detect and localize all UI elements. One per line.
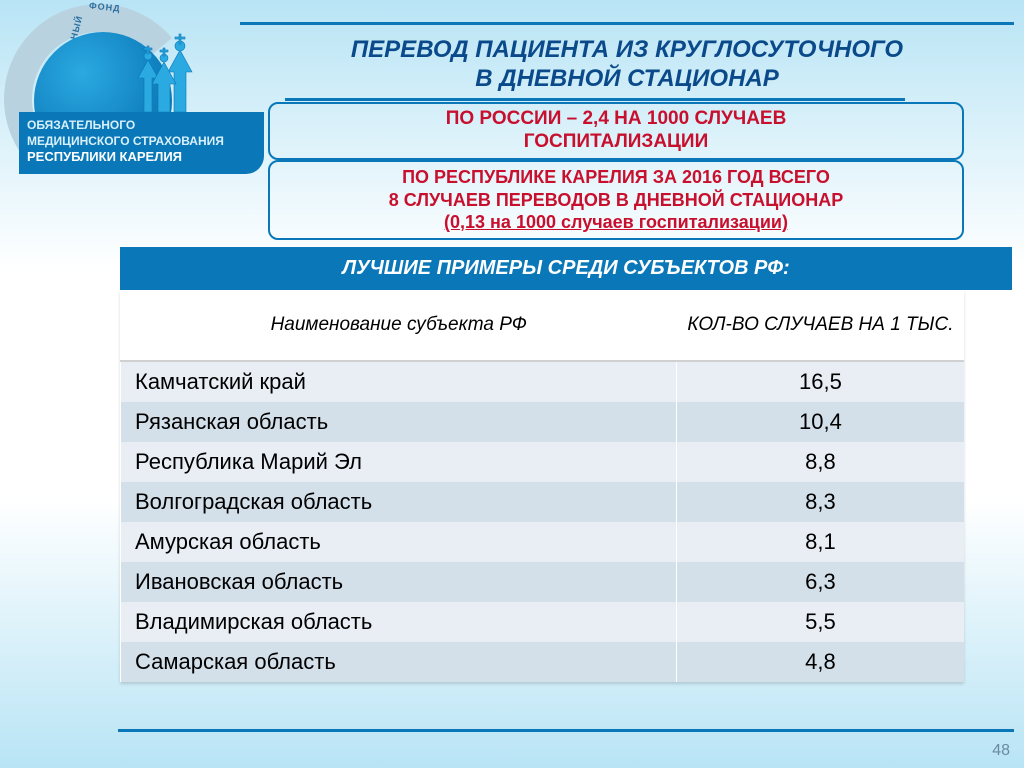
table-row: Рязанская область10,4: [121, 402, 964, 442]
cell-subject: Владимирская область: [121, 602, 677, 642]
cell-value: 5,5: [677, 602, 964, 642]
table-row: Волгоградская область8,3: [121, 482, 964, 522]
col-subject: Наименование субъекта РФ: [121, 290, 677, 361]
slide-title: ПЕРЕВОД ПАЦИЕНТА ИЗ КРУГЛОСУТОЧНОГО В ДН…: [250, 36, 1004, 94]
cell-subject: Самарская область: [121, 642, 677, 682]
table-header-row: Наименование субъекта РФ КОЛ-ВО СЛУЧАЕВ …: [121, 290, 964, 361]
slide-title-line2: В ДНЕВНОЙ СТАЦИОНАР: [250, 65, 1004, 94]
table-row: Владимирская область5,5: [121, 602, 964, 642]
cell-subject: Рязанская область: [121, 402, 677, 442]
table-caption-band: ЛУЧШИЕ ПРИМЕРЫ СРЕДИ СУБЪЕКТОВ РФ:: [120, 247, 1012, 290]
cell-subject: Волгоградская область: [121, 482, 677, 522]
logo-caption: ОБЯЗАТЕЛЬНОГО МЕДИЦИНСКОГО СТРАХОВАНИЯ Р…: [19, 112, 264, 174]
cell-value: 8,8: [677, 442, 964, 482]
cell-value: 16,5: [677, 361, 964, 402]
cell-subject: Ивановская область: [121, 562, 677, 602]
logo-caption-line1: ОБЯЗАТЕЛЬНОГО: [27, 118, 256, 134]
stat-karelia-line3: (0,13 на 1000 случаев госпитализации): [278, 211, 954, 234]
slide-title-line1: ПЕРЕВОД ПАЦИЕНТА ИЗ КРУГЛОСУТОЧНОГО: [250, 36, 1004, 65]
logo-caption-line3: РЕСПУБЛИКИ КАРЕЛИЯ: [27, 149, 256, 166]
subjects-table: Наименование субъекта РФ КОЛ-ВО СЛУЧАЕВ …: [120, 290, 964, 682]
table-row: Ивановская область6,3: [121, 562, 964, 602]
cell-value: 6,3: [677, 562, 964, 602]
stat-russia-line1: ПО РОССИИ – 2,4 НА 1000 СЛУЧАЕВ: [278, 108, 954, 131]
cell-value: 10,4: [677, 402, 964, 442]
stat-karelia: ПО РЕСПУБЛИКЕ КАРЕЛИЯ ЗА 2016 ГОД ВСЕГО …: [268, 160, 964, 240]
cell-subject: Камчатский край: [121, 361, 677, 402]
cell-value: 8,1: [677, 522, 964, 562]
table-row: Камчатский край16,5: [121, 361, 964, 402]
stat-russia: ПО РОССИИ – 2,4 НА 1000 СЛУЧАЕВ ГОСПИТАЛ…: [268, 102, 964, 160]
bottom-rule: [118, 729, 1014, 732]
cell-subject: Амурская область: [121, 522, 677, 562]
stat-karelia-line1: ПО РЕСПУБЛИКЕ КАРЕЛИЯ ЗА 2016 ГОД ВСЕГО: [278, 166, 954, 189]
cell-value: 8,3: [677, 482, 964, 522]
page-number: 48: [992, 742, 1010, 760]
church-icon: [134, 32, 194, 112]
col-cases-per-1k: КОЛ-ВО СЛУЧАЕВ НА 1 ТЫС.: [677, 290, 964, 361]
top-rule: [240, 22, 1014, 25]
title-underline: [285, 98, 905, 101]
logo-caption-line2: МЕДИЦИНСКОГО СТРАХОВАНИЯ: [27, 134, 256, 150]
stat-russia-line2: ГОСПИТАЛИЗАЦИИ: [278, 131, 954, 154]
org-logo: ТЕРРИТОРИАЛЬНЫЙ ФОНД ОБЯЗАТЕЛЬНОГО МЕДИЦ…: [4, 4, 264, 184]
table-row: Самарская область4,8: [121, 642, 964, 682]
table-row: Амурская область8,1: [121, 522, 964, 562]
stat-karelia-line2: 8 СЛУЧАЕВ ПЕРЕВОДОВ В ДНЕВНОЙ СТАЦИОНАР: [278, 189, 954, 212]
cell-subject: Республика Марий Эл: [121, 442, 677, 482]
cell-value: 4,8: [677, 642, 964, 682]
table-row: Республика Марий Эл8,8: [121, 442, 964, 482]
